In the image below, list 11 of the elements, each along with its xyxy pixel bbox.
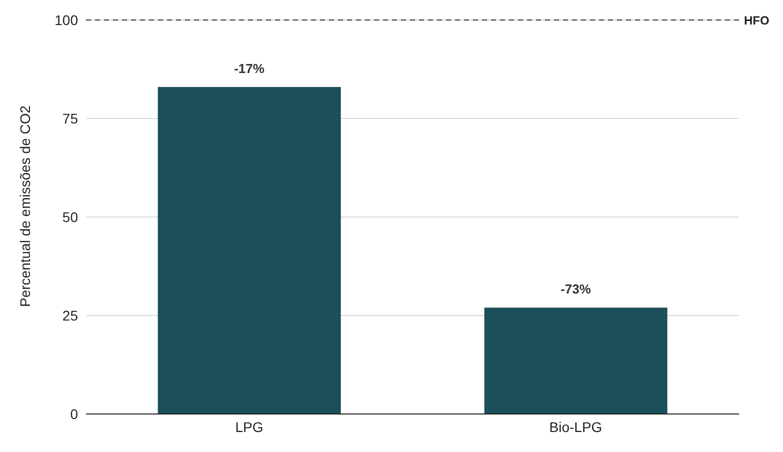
y-axis-title: Percentual de emissões de CO2 — [16, 105, 33, 307]
y-tick-label: 25 — [62, 307, 78, 324]
y-tick-label: 100 — [54, 12, 78, 28]
annotation: -17% — [234, 60, 265, 76]
x-tick-label: LPG — [235, 418, 264, 435]
ref-line-label: HFO — [744, 13, 770, 28]
annotation: -73% — [560, 282, 592, 297]
y-tick-label: 50 — [62, 208, 78, 225]
y-tick-label: 75 — [62, 110, 78, 126]
x-tick-label: Bio-LPG — [549, 418, 602, 435]
y-tick-label: 0 — [70, 406, 78, 422]
